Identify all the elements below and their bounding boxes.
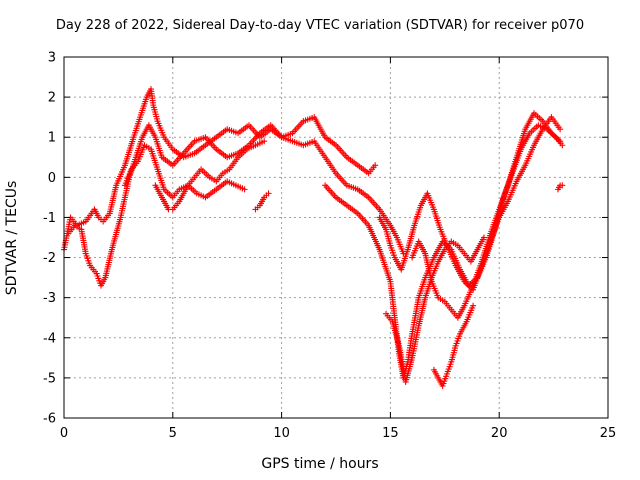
data-point <box>261 138 268 145</box>
data-points-layer <box>61 86 566 389</box>
data-point <box>470 302 477 309</box>
axes-layer: 0 5 10 15 20 25 -6 -5 -4 -3 -2 -1 0 1 2 3 <box>43 51 616 442</box>
data-point <box>372 162 379 169</box>
y-tick-label: 0 <box>48 171 56 186</box>
series-track-7 <box>376 114 564 293</box>
y-tick-label: 2 <box>48 91 56 106</box>
data-point <box>480 234 487 241</box>
series-track-10 <box>430 302 477 389</box>
x-axis-label: GPS time / hours <box>261 456 379 472</box>
y-tick-label: -1 <box>43 211 56 226</box>
x-tick-label: 15 <box>382 426 399 441</box>
x-tick-label: 20 <box>491 426 508 441</box>
data-point <box>557 126 564 133</box>
x-tick-label: 25 <box>600 426 617 441</box>
series-track-11 <box>554 182 566 193</box>
y-tick-label: -5 <box>43 371 56 386</box>
series-track-8 <box>383 234 487 385</box>
x-tick-label: 0 <box>60 426 68 441</box>
series-track-4 <box>152 138 268 213</box>
series-track-5 <box>252 190 272 213</box>
y-tick-label: 3 <box>48 51 56 66</box>
plot-frame <box>63 56 609 419</box>
chart-title: Day 228 of 2022, Sidereal Day-to-day VTE… <box>55 18 585 33</box>
series-track-9 <box>409 110 564 321</box>
y-tick-label: 1 <box>48 131 56 146</box>
y-tick-label: -3 <box>43 291 56 306</box>
x-tick-label: 10 <box>273 426 290 441</box>
data-point <box>557 138 564 145</box>
series-track-3 <box>121 142 248 201</box>
data-point <box>559 142 566 149</box>
data-point <box>241 186 248 193</box>
series-track-2 <box>65 122 407 289</box>
grid-layer <box>64 57 608 418</box>
x-tick-label: 5 <box>169 426 177 441</box>
y-tick-label: -4 <box>43 331 56 346</box>
y-tick-label: -2 <box>43 251 56 266</box>
data-point <box>265 190 272 197</box>
y-tick-label: -6 <box>43 412 56 427</box>
data-point <box>559 182 566 189</box>
